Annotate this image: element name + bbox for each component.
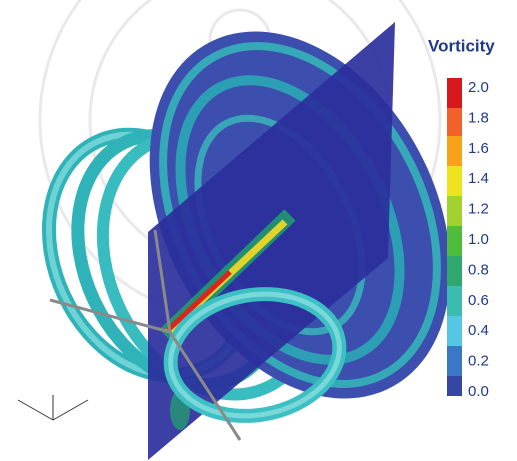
colorbar-tick-label: 0.8: [468, 261, 489, 278]
colorbar-tick-label: 1.2: [468, 201, 489, 218]
colorbar-tick-label: 1.6: [468, 140, 489, 157]
axis-triad: [18, 395, 88, 420]
colorbar-tick-label: 0.6: [468, 292, 489, 309]
colorbar: [447, 78, 462, 396]
colorbar-tick-label: 0.4: [468, 322, 489, 339]
vorticity-visualization: Vorticity 2.0 1.8 1.6 1.4 1.2 1.0 0.8 0.6 0.4 0.2…: [0, 0, 517, 461]
colorbar-ticks: 2.0 1.8 1.6 1.4 1.2 1.0 0.8 0.6 0.4 0.2 0.0: [468, 79, 489, 400]
colorbar-tick-label: 2.0: [468, 79, 489, 96]
figure: Vorticity 2.0 1.8 1.6 1.4 1.2 1.0 0.8 0.6 0.4 0.2…: [0, 0, 517, 461]
colorbar-tick-label: 1.8: [468, 109, 489, 126]
colorbar-tick-label: 1.0: [468, 231, 489, 248]
colorbar-tick-label: 0.0: [468, 383, 489, 400]
colorbar-tick-label: 0.2: [468, 353, 489, 370]
colorbar-title: Vorticity: [428, 36, 495, 55]
colorbar-tick-label: 1.4: [468, 170, 489, 187]
